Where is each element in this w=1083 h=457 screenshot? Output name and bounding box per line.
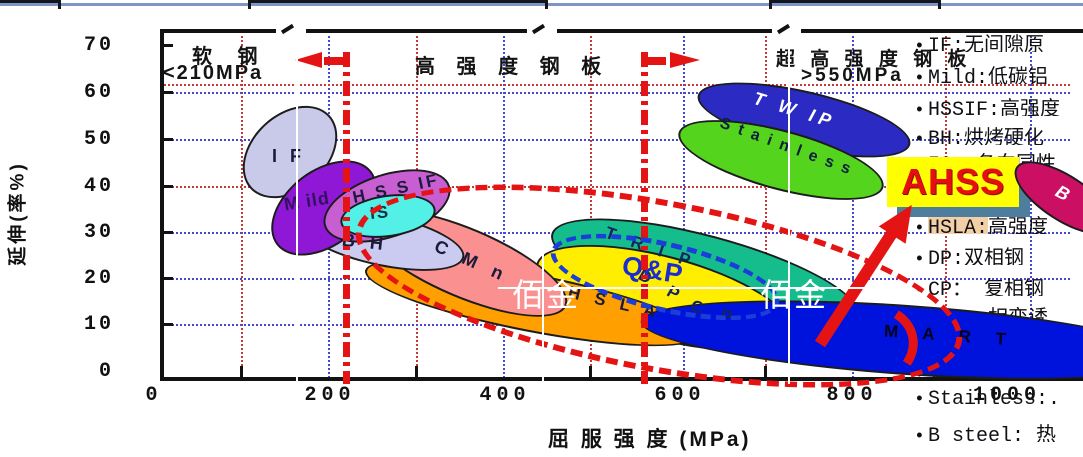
zone-label-high-strength: 高 强 度 钢 板 (415, 56, 610, 78)
watermark-line-v (296, 40, 298, 382)
x-tick (240, 366, 243, 377)
bullet-icon: • (914, 390, 925, 410)
top-tick (545, 0, 548, 9)
y-tick (164, 277, 173, 280)
gridline-v-400 (503, 31, 505, 378)
gridline-h-50 (160, 139, 1070, 141)
top-rule (0, 3, 1083, 6)
zone-label-soft-steel: 软 钢 (192, 46, 268, 68)
top-tick (58, 0, 61, 9)
gridline-h-red-upper (160, 84, 1070, 86)
zone-sub-soft-steel: <210MPa (163, 62, 264, 84)
x-tick (589, 366, 592, 377)
arrow-right-icon (670, 52, 700, 68)
top-border-segment (250, 0, 546, 3)
y-tick-label: 20 (83, 267, 114, 290)
top-tick (248, 0, 251, 9)
gridline-h-60 (160, 92, 1070, 94)
frame-top (557, 29, 772, 33)
bullet-icon: • (914, 219, 925, 234)
y-tick-label: 50 (83, 128, 114, 151)
label-if: I F (272, 146, 305, 166)
zone-divider-210mpa (343, 52, 350, 384)
legend-item-stainless: • Stainless:. (914, 388, 1061, 411)
legend-item-hssif: • HSSIF:高强度 (914, 92, 1083, 116)
y-tick (164, 185, 173, 188)
x-tick-label: 200 (304, 384, 356, 407)
y-axis-line (160, 29, 164, 381)
x-tick (415, 366, 418, 377)
arrow-left-icon (295, 52, 322, 68)
y-tick (164, 231, 173, 234)
arrow-left-stub (324, 57, 346, 65)
watermark-text: 佰金 (512, 277, 581, 313)
bullet-icon: • (914, 130, 925, 145)
frame-top (306, 29, 527, 33)
frame-gap-mark (776, 23, 791, 35)
legend-item-b-steel: • B steel: 热 (914, 418, 1083, 442)
watermark-line-v (542, 213, 544, 384)
watermark-line-v (788, 44, 790, 384)
watermark-text: 佰金 (760, 277, 829, 313)
bullet-icon: • (914, 101, 925, 116)
zone-sub-ultra-high-strength: >550MPa (801, 65, 904, 86)
legend-item-mild: • Mild:低碳铝 (914, 60, 1083, 84)
ahss-callout: AHSS (887, 157, 1019, 207)
x-tick-label: 1000 (972, 384, 1042, 407)
x-tick-label: 800 (826, 384, 878, 407)
x-axis-title: 屈 服 强 度 (MPa) (548, 428, 752, 451)
y-tick (164, 323, 173, 326)
legend-item-dp: • DP:双相钢 (914, 241, 1083, 265)
y-tick-label: 40 (83, 175, 114, 198)
legend-item-if: • IF:无间隙原 (914, 28, 1083, 52)
y-tick-label: 60 (83, 81, 114, 104)
frame-top (160, 29, 276, 33)
y-axis-title: 延伸(率%) (7, 161, 29, 266)
x-tick-label: 600 (654, 384, 706, 407)
arrow-right-stub (646, 57, 666, 65)
y-tick-label: 10 (83, 313, 114, 336)
gridline-v-800 (852, 31, 854, 378)
gridline-v-1000 (1030, 31, 1032, 378)
frame-gap-mark (531, 23, 546, 35)
bullet-icon: • (914, 281, 925, 296)
x-axis-line (160, 377, 1083, 381)
y-tick-label: 30 (83, 221, 114, 244)
bullet-icon: • (914, 427, 925, 442)
bullet-icon: • (914, 69, 925, 84)
zone-divider-550mpa (641, 52, 648, 384)
legend-item-cp: • CP： 复相钢 (914, 272, 1083, 296)
top-border-segment (0, 0, 60, 3)
x-tick-label: 400 (479, 384, 531, 407)
legend-item-bh: • BH:烘烤硬化 (914, 121, 1083, 145)
gridline-v-500 (590, 31, 592, 378)
top-border-segment (770, 0, 940, 3)
gridline-v-600 (683, 31, 685, 378)
x-tick (764, 366, 767, 377)
y-tick (164, 138, 173, 141)
top-tick (938, 0, 941, 9)
gridline-h-40 (160, 186, 1070, 188)
bullet-icon: • (914, 250, 925, 265)
y-tick (164, 91, 173, 94)
gridline-v-100 (241, 31, 243, 378)
x-tick-label: 0 (145, 384, 163, 407)
top-tick (769, 0, 772, 9)
frame-top (801, 29, 1083, 33)
watermark-line-h (498, 287, 888, 289)
y-tick-label: 70 (83, 34, 114, 57)
legend-item-hsla: • HSLA:高强度 (914, 210, 1083, 234)
bullet-icon: • (914, 37, 925, 52)
frame-gap-mark (280, 23, 295, 35)
gridline-v-700 (765, 31, 767, 378)
y-tick (164, 44, 173, 47)
zone-label-ultra-high-strength: 超 高 强 度 钢 板 (776, 49, 972, 70)
ahss-label: AHSS (900, 161, 1006, 202)
y-tick-label: 0 (98, 360, 114, 383)
